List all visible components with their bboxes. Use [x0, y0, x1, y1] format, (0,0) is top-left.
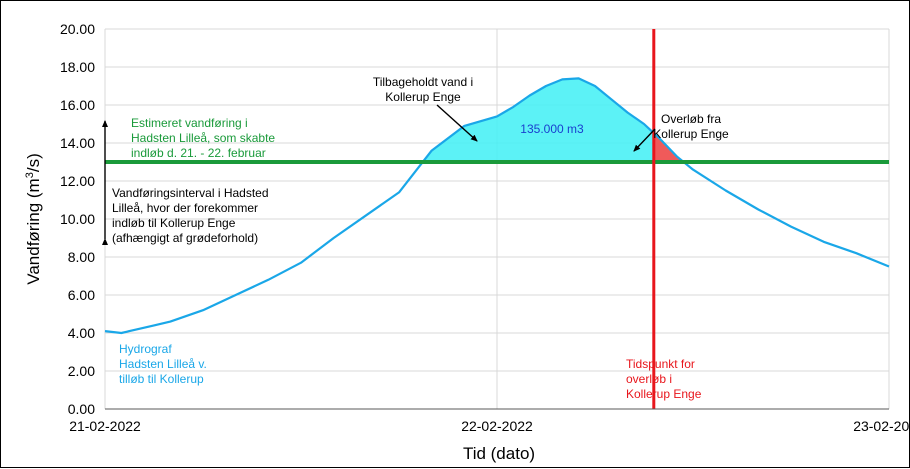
y-tick-label: 8.00: [68, 249, 95, 265]
interval-label-line4: (afhængigt af grødeforhold): [112, 231, 258, 245]
y-tick-label: 20.00: [60, 21, 95, 37]
y-tick-label: 10.00: [60, 211, 95, 227]
retained-label-line1: Tilbageholdt vand i: [373, 75, 473, 89]
hydrograph-label-line3: tilløb til Kollerup: [119, 372, 204, 386]
x-tick-label: 21-02-2022: [69, 418, 141, 434]
x-axis-title: Tid (dato): [463, 444, 535, 463]
y-tick-label: 4.00: [68, 325, 95, 341]
overflow-label-line1: Overløb fra: [661, 112, 721, 126]
series-layer: [104, 29, 890, 409]
y-tick-label: 16.00: [60, 97, 95, 113]
y-tick-label: 18.00: [60, 59, 95, 75]
volume-label: 135.000 m3: [520, 122, 584, 136]
retained-arrow: [436, 104, 478, 142]
time-label-line2: overløb i: [626, 372, 672, 386]
y-tick-label: 12.00: [60, 173, 95, 189]
interval-label-line3: indløb til Kollerup Enge: [112, 216, 236, 230]
x-tick-label: 23-02-2022: [853, 418, 910, 434]
overflow-arrow: [633, 128, 656, 152]
time-label-line3: Kollerup Enge: [626, 387, 702, 401]
overflow-label-line2: Kollerup Enge: [653, 127, 729, 141]
interval-label-line2: Lilleå, hvor der forekommer: [112, 201, 258, 215]
y-axis-title-main: Vandføring (m: [24, 178, 43, 284]
time-label-line1: Tidspunkt for: [626, 357, 695, 371]
retained-label-line2: Kollerup Enge: [385, 90, 461, 104]
estimated-label-line1: Estimeret vandføring i: [131, 116, 248, 130]
x-tick-label: 22-02-2022: [461, 418, 533, 434]
retained-water-area: [422, 78, 654, 162]
grid-layer: [104, 28, 890, 410]
axis-layer: 0.00 2.00 4.00 6.00 8.00 10.00 12.00 14.00 16.00…: [60, 21, 910, 434]
y-tick-label: 14.00: [60, 135, 95, 151]
estimated-label-line2: Hadsten Lilleå, som skabte: [131, 131, 275, 145]
hydrograph-line: [104, 77, 890, 335]
hydrograph-label-line2: Hadsten Lilleå v.: [119, 357, 207, 371]
fill-layer: [422, 78, 684, 162]
y-tick-label: 2.00: [68, 363, 95, 379]
y-tick-label: 6.00: [68, 287, 95, 303]
estimated-label-line3: indløb d. 21. - 22. februar: [131, 146, 266, 160]
hydrograph-label-line1: Hydrograf: [119, 342, 172, 356]
y-axis-title-sup: 3: [24, 172, 36, 178]
interval-label-line1: Vandføringsinterval i Hadsted: [112, 186, 269, 200]
y-axis-title-unit: /s): [24, 153, 43, 172]
y-tick-label: 0.00: [68, 401, 95, 417]
y-axis-title: Vandføring (m3/s): [24, 153, 43, 284]
